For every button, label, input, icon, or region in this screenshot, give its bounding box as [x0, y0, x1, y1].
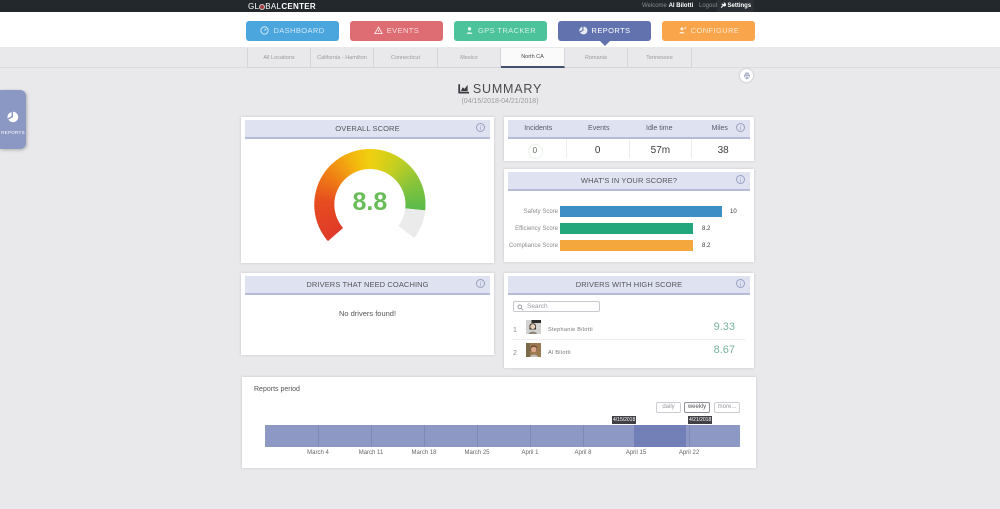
svg-text:8.8: 8.8 — [353, 188, 388, 216]
